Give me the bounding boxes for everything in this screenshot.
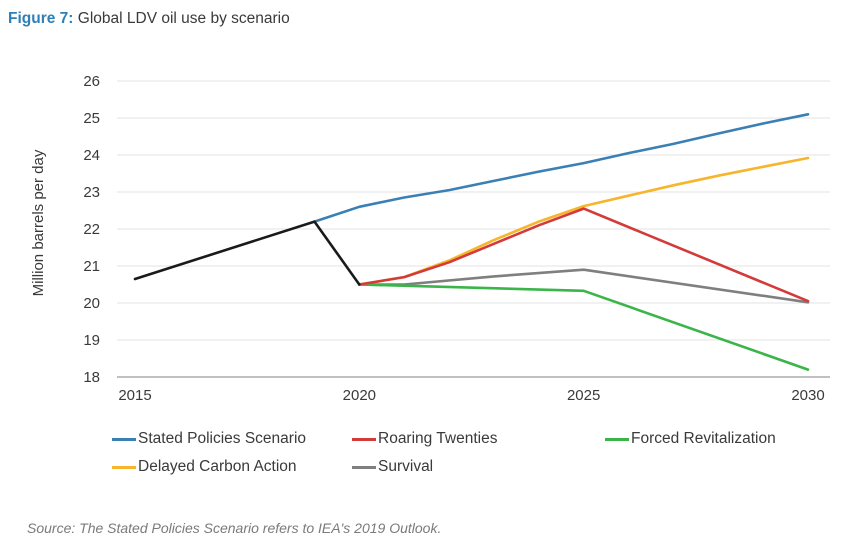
figure-title-text: Global LDV oil use by scenario (77, 10, 290, 27)
legend-label: Delayed Carbon Action (138, 458, 297, 475)
series-line-stated-policies-scenario (313, 113, 810, 223)
legend-item-survival: Survival (352, 458, 433, 476)
figure-label: Figure 7: (8, 10, 74, 27)
legend-item-delayed-carbon-action: Delayed Carbon Action (112, 458, 297, 476)
legend-item-stated-policies-scenario: Stated Policies Scenario (112, 430, 306, 448)
legend-item-forced-revitalization: Forced Revitalization (605, 430, 776, 448)
x-tick-label: 2025 (567, 387, 600, 404)
legend-swatch (605, 437, 629, 441)
x-tick-labels: 2015 2020 2025 2030 (118, 387, 824, 404)
series-lines (133, 113, 810, 371)
legend-swatch (112, 465, 136, 469)
legend-label: Survival (378, 458, 434, 475)
y-tick-label: 26 (83, 73, 100, 90)
legend-label: Stated Policies Scenario (138, 430, 307, 447)
gridlines (117, 80, 830, 341)
y-tick-label: 20 (83, 295, 100, 312)
y-tick-label: 23 (83, 184, 100, 201)
series-line-roaring-twenties (357, 207, 810, 303)
legend-label: Forced Revitalization (631, 430, 776, 447)
legend-item-roaring-twenties: Roaring Twenties (352, 430, 497, 448)
y-tick-label: 25 (83, 110, 100, 127)
legend-label: Roaring Twenties (378, 430, 498, 447)
y-tick-label: 18 (83, 369, 100, 386)
x-tick-label: 2015 (118, 387, 151, 404)
y-tick-labels: 18 19 20 21 22 23 24 25 26 (83, 73, 100, 386)
y-tick-label: 19 (83, 332, 100, 349)
figure-title: Figure 7: Global LDV oil use by scenario (8, 10, 290, 28)
source-note: Source: The Stated Policies Scenario ref… (27, 520, 442, 536)
y-tick-label: 24 (83, 147, 100, 164)
series-line-forced-revitalization (357, 283, 810, 371)
legend-swatch (352, 465, 376, 469)
legend-swatch (112, 437, 136, 441)
x-tick-label: 2020 (343, 387, 376, 404)
x-tick-label: 2030 (791, 387, 824, 404)
series-line-historical (133, 220, 361, 286)
y-tick-label: 21 (83, 258, 100, 275)
legend-swatch (352, 437, 376, 441)
y-axis-label: Million barrels per day (30, 149, 47, 296)
y-tick-label: 22 (83, 221, 100, 238)
